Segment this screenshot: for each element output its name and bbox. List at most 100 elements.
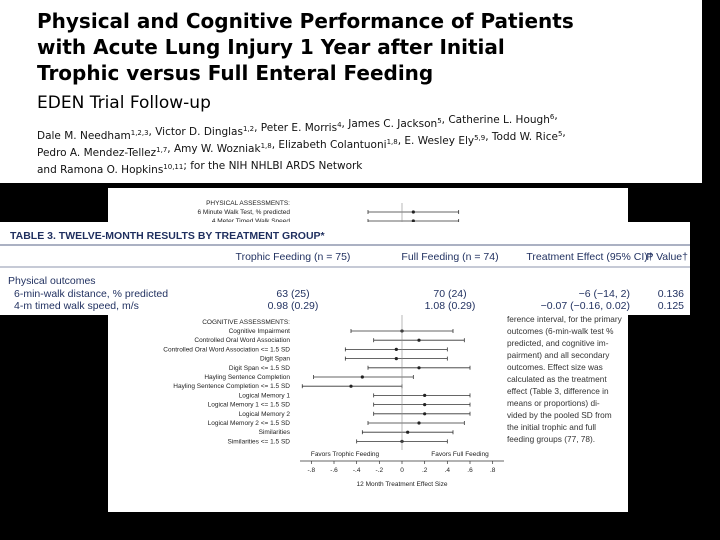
- estimate-point: [406, 430, 410, 434]
- section-header: COGNITIVE ASSESSMENTS:: [202, 319, 290, 326]
- table-cell: 0.125: [658, 300, 684, 312]
- authors: Dale M. Needham1,2,3, Victor D. Dinglas1…: [37, 110, 566, 176]
- side-text-line: feeding groups (77, 78).: [507, 434, 595, 444]
- row-label: Logical Memory 1 <= 1.5 SD: [208, 402, 291, 409]
- table-header: Trophic Feeding (n = 75): [236, 251, 351, 263]
- row-label: Controlled Oral Word Association <= 1.5 …: [163, 346, 290, 353]
- estimate-point: [411, 219, 415, 223]
- side-text-line: vided by the pooled SD from: [507, 410, 612, 420]
- author-name: Pedro A. Mendez-Tellez: [37, 147, 157, 159]
- affiliation: 4: [337, 121, 342, 129]
- title-line: Trophic versus Full Enteral Feeding: [37, 61, 433, 85]
- estimate-point: [360, 375, 364, 379]
- favors-right: Favors Full Feeding: [431, 451, 489, 458]
- estimate-point: [423, 403, 427, 407]
- author-name: and Ramona O. Hopkins: [37, 164, 163, 176]
- table: TABLE 3. TWELVE-MONTH RESULTS BY TREATME…: [0, 230, 690, 312]
- author-line: Dale M. Needham1,2,3, Victor D. Dinglas1…: [37, 110, 558, 142]
- table-section: Physical outcomes: [8, 275, 96, 287]
- table-header: Full Feeding (n = 74): [401, 251, 498, 263]
- forest-plot: PHYSICAL ASSESSMENTS: 6 Minute Walk Test,…: [163, 200, 504, 488]
- x-tick-label: .6: [467, 467, 473, 474]
- row-label: Similarities <= 1.5 SD: [228, 438, 291, 445]
- table-header: P Value†: [646, 251, 688, 263]
- side-text-line: predicted, and cognitive im-: [507, 338, 609, 348]
- author-name: , Todd W. Rice: [485, 131, 558, 143]
- x-tick-label: -.6: [330, 467, 338, 474]
- estimate-point: [349, 384, 353, 388]
- estimate-point: [411, 210, 415, 214]
- favors-left: Favors Trophic Feeding: [311, 451, 380, 458]
- title-line: with Acute Lung Injury 1 Year after Init…: [37, 35, 505, 59]
- row-label: Logical Memory 2: [239, 411, 291, 418]
- author-name: Dale M. Needham: [37, 130, 131, 142]
- row-label: Hayling Sentence Completion <= 1.5 SD: [173, 383, 290, 390]
- table-cell: 63 (25): [276, 288, 309, 300]
- row-label: Similarities: [259, 429, 291, 436]
- title-line: Physical and Cognitive Performance of Pa…: [37, 9, 574, 33]
- x-axis-label: 12 Month Treatment Effect Size: [357, 481, 448, 488]
- author-name: , E. Wesley Ely: [398, 135, 474, 147]
- side-text-line: means or proportions) di-: [507, 398, 600, 408]
- estimate-point: [417, 421, 421, 425]
- table-cell: 0.136: [658, 288, 684, 300]
- estimate-point: [417, 366, 421, 370]
- section-header: PHYSICAL ASSESSMENTS:: [206, 200, 290, 207]
- affiliation: 10,11: [163, 163, 183, 171]
- author-name: ; for the NIH NHLBI ARDS Network: [183, 160, 363, 172]
- side-text-line: outcomes (6-min-walk test %: [507, 326, 614, 336]
- table-cell: 4-m timed walk speed, m/s: [14, 300, 139, 312]
- estimate-point: [417, 338, 421, 342]
- estimate-point: [423, 393, 427, 397]
- author-name: , Elizabeth Colantuoni: [272, 139, 387, 151]
- paper-header-panel: [0, 0, 702, 183]
- row-label: Cognitive Impairment: [229, 328, 291, 335]
- x-tick-label: .2: [422, 467, 428, 474]
- table-cell: −0.07 (−0.16, 0.02): [541, 300, 630, 312]
- x-tick-label: -.8: [308, 467, 316, 474]
- table-panel: [0, 222, 690, 315]
- row-label: Logical Memory 2 <= 1.5 SD: [208, 420, 291, 427]
- side-text-line: ference interval, for the primary: [507, 314, 623, 324]
- x-tick-label: -.4: [353, 467, 361, 474]
- author-name: , Victor D. Dinglas: [149, 126, 243, 138]
- x-tick-label: -.2: [376, 467, 384, 474]
- subtitle: EDEN Trial Follow-up: [37, 93, 211, 113]
- row-label: Hayling Sentence Completion: [204, 374, 290, 381]
- estimate-point: [423, 412, 427, 416]
- table-cell: 70 (24): [433, 288, 466, 300]
- x-tick-label: 0: [400, 467, 404, 474]
- side-text: ference interval, for the primary outcome…: [507, 314, 623, 444]
- table-title: TABLE 3. TWELVE-MONTH RESULTS BY TREATME…: [10, 230, 326, 242]
- author-line: and Ramona O. Hopkins10,11; for the NIH …: [37, 160, 363, 176]
- affiliation: 1,7: [156, 146, 167, 154]
- author-name: ,: [554, 110, 557, 122]
- affiliation: 6: [550, 113, 555, 121]
- author-name: , Amy W. Wozniak: [167, 143, 261, 155]
- table-header: Treatment Effect (95% CI)†: [526, 251, 653, 263]
- author-name: , Peter E. Morris: [254, 122, 337, 134]
- row-label: Logical Memory 1: [239, 392, 291, 399]
- affiliation: 5,9: [474, 134, 485, 142]
- author-name: ,: [562, 127, 565, 139]
- row-label: 4 Meter Timed Walk Speed: [212, 218, 291, 225]
- table-cell: 1.08 (0.29): [425, 300, 476, 312]
- side-text-line: pairment) and all secondary: [507, 350, 610, 360]
- side-text-line: the initial trophic and full: [507, 422, 596, 432]
- x-tick-label: .8: [490, 467, 496, 474]
- affiliation: 1,8: [261, 142, 272, 150]
- affiliation: 5: [437, 117, 441, 125]
- table-cell: 6-min-walk distance, % predicted: [14, 288, 168, 300]
- x-tick-label: .4: [445, 467, 451, 474]
- affiliation: 1,8: [387, 138, 398, 146]
- side-text-line: outcomes. Effect size was: [507, 362, 603, 372]
- affiliation: 1,2: [243, 125, 254, 133]
- table-cell: 0.98 (0.29): [268, 300, 319, 312]
- estimate-point: [394, 347, 398, 351]
- row-label: Digit Span: [260, 356, 290, 363]
- author-name: , Catherine L. Hough: [442, 114, 550, 126]
- affiliation: 1,2,3: [131, 129, 149, 137]
- side-text-line: effect (Table 3, difference in: [507, 386, 609, 396]
- row-label: Controlled Oral Word Association: [194, 337, 290, 344]
